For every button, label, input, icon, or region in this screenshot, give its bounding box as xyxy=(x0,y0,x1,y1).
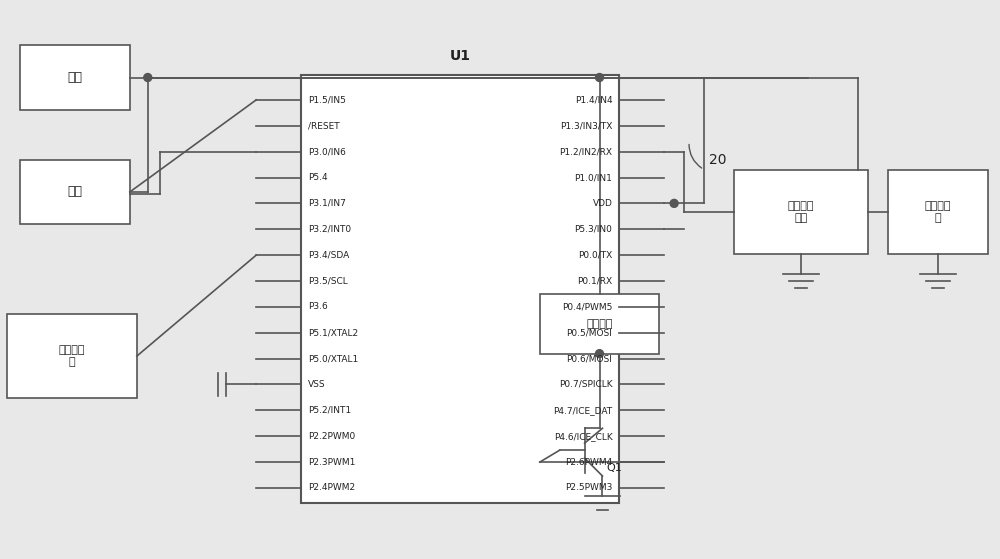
FancyBboxPatch shape xyxy=(301,75,619,503)
Text: P2.2PWM0: P2.2PWM0 xyxy=(308,432,355,440)
Text: 电池: 电池 xyxy=(68,71,83,84)
Text: P3.1/IN7: P3.1/IN7 xyxy=(308,199,346,208)
Text: P0.5/MOSI: P0.5/MOSI xyxy=(567,328,612,337)
FancyBboxPatch shape xyxy=(7,314,137,399)
Text: VDD: VDD xyxy=(593,199,612,208)
Text: P5.2/INT1: P5.2/INT1 xyxy=(308,406,351,415)
FancyBboxPatch shape xyxy=(20,160,130,224)
FancyBboxPatch shape xyxy=(540,294,659,354)
Text: P0.1/RX: P0.1/RX xyxy=(577,277,612,286)
Text: P0.0/TX: P0.0/TX xyxy=(578,250,612,259)
Text: P2.6PWM4: P2.6PWM4 xyxy=(565,458,612,467)
Text: P3.5/SCL: P3.5/SCL xyxy=(308,277,348,286)
Text: P5.1/XTAL2: P5.1/XTAL2 xyxy=(308,328,358,337)
Text: P2.3PWM1: P2.3PWM1 xyxy=(308,458,355,467)
Text: P4.6/ICE_CLK: P4.6/ICE_CLK xyxy=(554,432,612,440)
Text: P2.4PWM2: P2.4PWM2 xyxy=(308,484,355,492)
Text: 20: 20 xyxy=(709,153,726,167)
Text: P0.7/SPICLK: P0.7/SPICLK xyxy=(559,380,612,389)
Text: P5.0/XTAL1: P5.0/XTAL1 xyxy=(308,354,358,363)
Text: P4.7/ICE_DAT: P4.7/ICE_DAT xyxy=(553,406,612,415)
Text: P1.3/IN3/TX: P1.3/IN3/TX xyxy=(560,121,612,130)
Text: P0.6/MOSI: P0.6/MOSI xyxy=(567,354,612,363)
FancyBboxPatch shape xyxy=(20,45,130,110)
Text: 气流感应
器: 气流感应 器 xyxy=(59,345,85,367)
Text: P0.4/PWM5: P0.4/PWM5 xyxy=(562,302,612,311)
Text: P1.4/IN4: P1.4/IN4 xyxy=(575,96,612,105)
Text: Q1: Q1 xyxy=(606,463,622,473)
FancyBboxPatch shape xyxy=(888,169,988,254)
Text: VSS: VSS xyxy=(308,380,326,389)
Text: P5.4: P5.4 xyxy=(308,173,328,182)
Text: P5.3/IN0: P5.3/IN0 xyxy=(575,225,612,234)
Text: P3.6: P3.6 xyxy=(308,302,328,311)
Text: 加热电阫: 加热电阫 xyxy=(586,319,613,329)
Text: /RESET: /RESET xyxy=(308,121,340,130)
FancyBboxPatch shape xyxy=(734,169,868,254)
Text: P1.5/IN5: P1.5/IN5 xyxy=(308,96,346,105)
Circle shape xyxy=(670,200,678,207)
Text: U1: U1 xyxy=(450,49,471,63)
Text: 阻值检测
单元: 阻值检测 单元 xyxy=(788,201,814,222)
Text: P1.2/IN2/RX: P1.2/IN2/RX xyxy=(559,147,612,156)
Circle shape xyxy=(596,74,603,82)
Text: P3.4/SDA: P3.4/SDA xyxy=(308,250,349,259)
Circle shape xyxy=(144,74,152,82)
Circle shape xyxy=(596,349,603,358)
Text: P3.0/IN6: P3.0/IN6 xyxy=(308,147,346,156)
Text: P2.5PWM3: P2.5PWM3 xyxy=(565,484,612,492)
Text: P1.0/IN1: P1.0/IN1 xyxy=(575,173,612,182)
Text: 温度传感
器: 温度传感 器 xyxy=(925,201,951,222)
Text: P3.2/INT0: P3.2/INT0 xyxy=(308,225,351,234)
Text: 按閔: 按閔 xyxy=(68,186,83,198)
